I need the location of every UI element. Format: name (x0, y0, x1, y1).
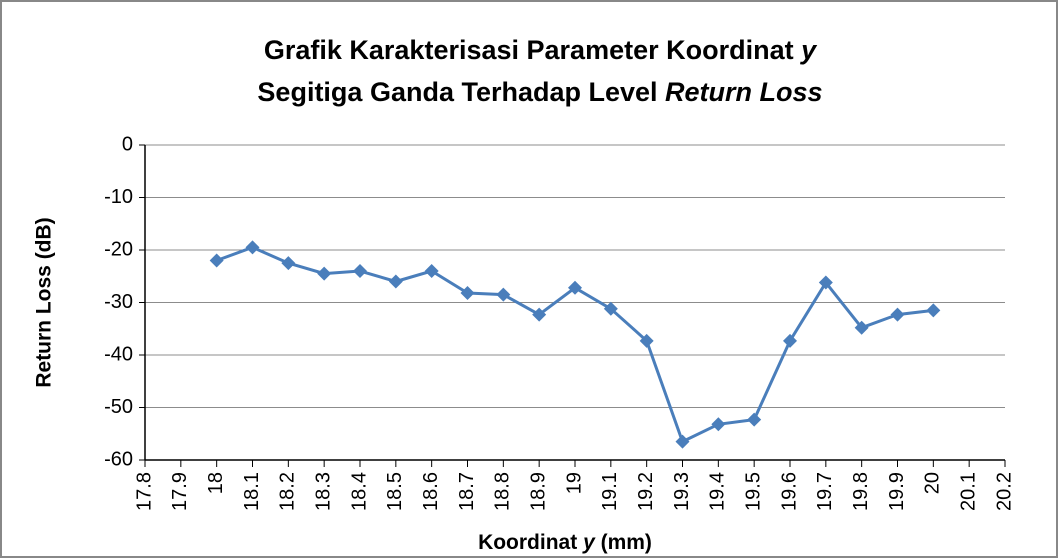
y-tick-label: -20 (104, 238, 133, 260)
data-point (711, 417, 726, 432)
y-tick-label: 0 (122, 133, 133, 155)
data-point (424, 264, 439, 278)
data-point (818, 275, 833, 290)
x-tick-label: 18.4 (348, 472, 370, 511)
x-tick-label: 17.9 (169, 472, 191, 511)
data-point (209, 253, 224, 268)
chart-title: Grafik Karakterisasi Parameter Koordinat… (264, 35, 818, 65)
x-tick-label: 19.5 (742, 472, 764, 511)
x-tick-label: 19.3 (671, 472, 693, 511)
data-point (353, 264, 367, 278)
x-tick-label: 18.8 (492, 472, 514, 511)
data-point (388, 274, 403, 289)
y-tick-label: -30 (104, 291, 133, 313)
x-tick-label: 18.2 (277, 472, 299, 511)
x-tick-label: 18.1 (241, 472, 263, 511)
title-segment: Segitiga Ganda Terhadap Level (257, 77, 665, 107)
data-point (245, 240, 260, 255)
x-tick-label: 18 (205, 472, 227, 494)
data-point (496, 287, 511, 302)
data-point (281, 256, 296, 271)
x-tick-label: 20 (922, 472, 944, 494)
x-title-segment: y (582, 531, 596, 554)
x-tick-label: 18.6 (420, 472, 442, 511)
x-tick-label: 19.9 (886, 472, 908, 511)
data-point (926, 303, 941, 318)
x-tick-label: 20.2 (993, 472, 1015, 511)
x-tick-label: 18.3 (312, 472, 334, 511)
x-tick-label: 19 (563, 472, 585, 494)
x-tick-label: 18.5 (384, 472, 406, 511)
x-tick-label: 19.7 (814, 472, 836, 511)
data-point (639, 333, 654, 348)
x-tick-label: 18.7 (456, 472, 478, 511)
data-point (675, 434, 690, 449)
data-point (532, 307, 547, 322)
x-tick-label: 20.1 (957, 472, 979, 511)
y-tick-label: -10 (104, 186, 133, 208)
data-point (783, 333, 797, 348)
data-point (568, 280, 582, 295)
data-point (747, 412, 762, 427)
x-tick-label: 19.6 (778, 472, 800, 511)
chart-title: Segitiga Ganda Terhadap Level Return Los… (257, 77, 822, 107)
y-tick-label: -50 (104, 396, 133, 418)
x-tick-label: 19.4 (707, 472, 729, 511)
title-segment: Return Loss (665, 77, 823, 107)
x-tick-label: 19.8 (850, 472, 872, 511)
y-axis-title: Return Loss (dB) (33, 217, 56, 387)
x-axis-title: Koordinat y (mm) (478, 531, 652, 554)
y-tick-label: -40 (104, 343, 133, 365)
x-tick-label: 19.1 (599, 472, 621, 511)
x-tick-label: 18.9 (527, 472, 549, 511)
title-segment: y (799, 35, 818, 65)
data-point (603, 301, 618, 316)
x-title-segment: (mm) (595, 531, 652, 554)
y-tick-label: -60 (104, 448, 133, 470)
data-point (460, 286, 475, 301)
x-title-segment: Koordinat (478, 531, 583, 554)
x-tick-label: 19.2 (635, 472, 657, 511)
title-segment: Grafik Karakterisasi Parameter Koordinat (264, 35, 801, 65)
data-point (890, 307, 905, 322)
x-tick-label: 17.8 (133, 472, 155, 511)
data-point (854, 320, 869, 335)
data-point (317, 266, 332, 281)
